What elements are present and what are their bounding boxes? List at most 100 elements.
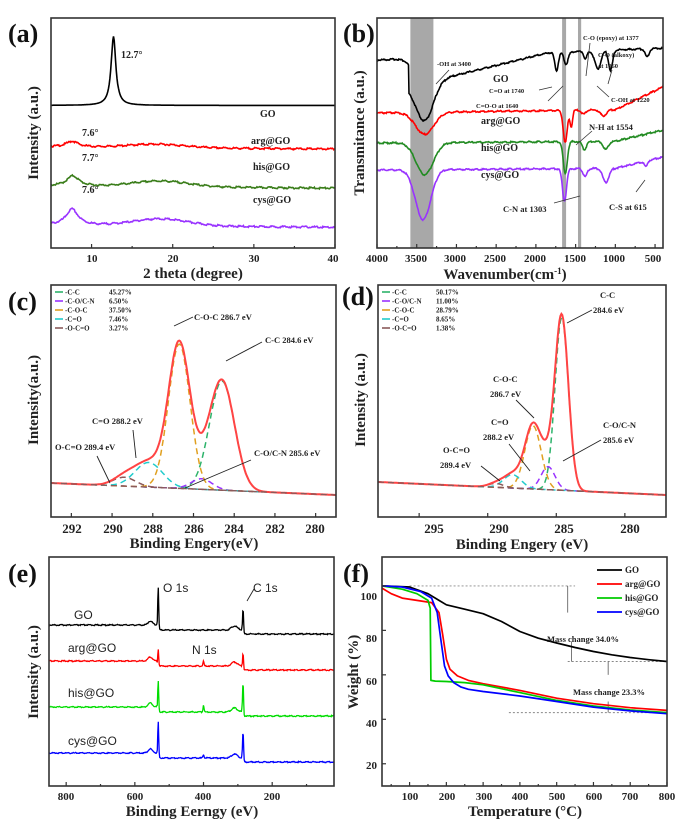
legend-value: 8.65% [436, 316, 455, 324]
legend-value: 11.00% [436, 298, 458, 306]
legend-label: arg@GO [625, 579, 660, 589]
annotation-peak-cys: 7.6° [82, 185, 99, 196]
panel-f-series [381, 585, 668, 715]
ytick-label: 100 [361, 591, 378, 603]
panel-c-xps-c1s-go: -C-C 45.27% -C-O/C-N 6.50% -C-O-C 37.50% -C=O 7… [8, 284, 337, 552]
xtick-label: 3000 [444, 253, 467, 265]
annotation-coh: C-OH at 1220 [611, 97, 650, 104]
xtick-label: 284 [224, 521, 244, 536]
xtick-label: 280 [620, 521, 640, 536]
xtick-label: 100 [402, 791, 419, 803]
xtick-label: 292 [62, 521, 82, 536]
legend-value: 6.50% [109, 298, 128, 306]
legend-value: 7.46% [109, 316, 128, 324]
x-axis-label: 2 theta (degree) [143, 266, 243, 282]
series-line-cys-go [376, 155, 664, 222]
legend-value: 28.79% [436, 307, 459, 315]
arrow [566, 309, 593, 324]
panel-f-label: (f) [343, 559, 369, 588]
xtick-label: 200 [439, 791, 456, 803]
x-axis-label: Wavenumber(cm-1) [443, 266, 566, 283]
panel-b-frame [376, 17, 664, 249]
arrow [596, 85, 610, 98]
annotation-nh: N-H at 1554 [589, 122, 634, 132]
xtick-label: 2000 [524, 253, 547, 265]
arrow [538, 86, 553, 91]
legend-label: -C-O-C [65, 307, 88, 315]
component-co [51, 461, 336, 496]
series-line-go [48, 587, 335, 636]
annotation-co-1740: C=O at 1740 [489, 88, 524, 95]
arrow [635, 179, 646, 193]
panel-b-ftir: (b) GO arg@GO his@GO cys@GO -OH at 3400 … [343, 17, 664, 283]
annotation-peak-go: 12.7° [121, 50, 143, 61]
series-line-cys-go [381, 585, 668, 715]
panel-b-xticks [376, 244, 656, 248]
xtick-label: 285 [554, 521, 574, 536]
legend-label: -C=O [392, 316, 409, 324]
panel-b-shaded-bands [410, 18, 582, 248]
series-line-his-go [381, 585, 668, 714]
xtick-label: 286 [184, 521, 204, 536]
ytick-label: 40 [366, 718, 378, 730]
panel-a-xticks [90, 244, 336, 248]
y-axis-label: Intensity (a.u.) [353, 353, 369, 447]
panel-c-legend: -C-C 45.27% -C-O/C-N 6.50% -C-O-C 37.50% -C=O 7… [55, 289, 132, 333]
arrow [515, 399, 535, 419]
annotation-cn: C-N at 1303 [503, 204, 546, 214]
legend-label: GO [625, 565, 639, 575]
annotation-mass-change-go: Mass change 34.0% [547, 634, 619, 644]
xtick-label: 290 [103, 521, 123, 536]
annotation-con: C-O/C-N [603, 420, 637, 430]
xtick-label: 400 [512, 791, 529, 803]
annotation-co-ev: 288.2 eV [483, 432, 515, 442]
xtick-label: 288 [143, 521, 163, 536]
legend-value: 45.27% [109, 289, 132, 297]
legend-label: cys@GO [625, 607, 659, 617]
legend-label: -C=O [65, 316, 82, 324]
annotation-cc: C-C [600, 290, 615, 300]
x-axis-label: Temperature (°C) [468, 804, 582, 820]
ytick-label: 80 [366, 633, 378, 645]
series-label-cys: cys@GO [68, 734, 117, 748]
panel-b-series [376, 46, 664, 222]
series-line-go [376, 46, 664, 122]
arrow [562, 439, 602, 462]
y-axis-label: Intensity (a.u.) [26, 86, 42, 180]
y-axis-label: Intensity(a.u.) [26, 355, 42, 445]
component-cc [51, 380, 336, 496]
annotation-coc: C-O-C [493, 374, 518, 384]
panel-d-xps-c1s-modified: -C-C 50.17% -C-O/C-N 11.00% -C-O-C 28.79% -C=O… [342, 282, 667, 553]
panel-a-xrd: (a) 12.7° 7.6° 7.7° 7.6° GO arg@GO his@G… [8, 17, 339, 282]
peak-label-o1s: O 1s [163, 581, 188, 595]
ytick-label: 60 [366, 676, 378, 688]
panel-a-frame [50, 17, 336, 249]
panel-b-label: (b) [343, 19, 375, 48]
panel-f-legend: GO arg@GO his@GO cys@GO [597, 565, 660, 617]
annotation-alkoxy-wn: at 1060 [598, 63, 618, 70]
xtick-label: 1000 [603, 253, 626, 265]
xtick-label: 600 [586, 791, 603, 803]
arrow [547, 85, 564, 102]
annotation-mass-change-modified: Mass change 23.3% [573, 687, 645, 697]
series-line-arg-go [376, 85, 664, 143]
panel-f-ticks [382, 585, 668, 786]
series-line-his-go [50, 173, 336, 191]
annotation-oco-ev: 289.4 eV [440, 460, 472, 470]
xtick-label: 282 [265, 521, 285, 536]
series-line-cys-go [48, 721, 335, 764]
shaded-band [577, 18, 582, 248]
xtick-label: 3500 [405, 253, 428, 265]
xtick-label: 300 [476, 791, 493, 803]
xtick-label: 1500 [564, 253, 587, 265]
peak-label-c1s: C 1s [253, 581, 278, 595]
panel-e-xticks [65, 782, 308, 786]
panel-f-frame [381, 556, 668, 787]
legend-label: -O-C=O [392, 325, 417, 333]
series-line-his-go [376, 129, 664, 177]
panel-e-xps-survey: (e) O 1s C 1s N 1s GO arg@GO his@GO cys@… [8, 556, 335, 820]
xtick-label: 280 [305, 521, 325, 536]
series-label-go: GO [493, 74, 509, 85]
annotation-epoxy: C-O (epoxy) at 1377 [583, 35, 640, 42]
